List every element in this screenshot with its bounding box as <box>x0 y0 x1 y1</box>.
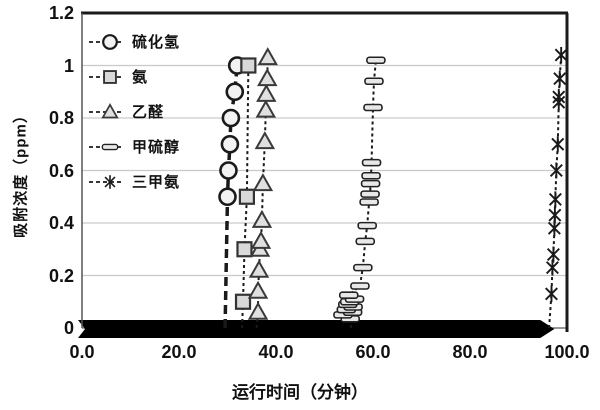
series-硫化氢 <box>218 56 247 329</box>
legend-item-trimethylamine: 三甲氨 <box>88 164 180 199</box>
legend-item-hydrogen-sulfide: 硫化氢 <box>88 24 180 59</box>
circle-marker-icon <box>89 33 123 50</box>
y-tick-label: 0.8 <box>48 108 74 128</box>
legend-label: 甲硫醇 <box>132 139 181 156</box>
x-tick-label: 60.0 <box>355 342 391 362</box>
baseline-band <box>78 320 555 338</box>
series-三甲氨 <box>545 47 568 329</box>
x-tick-label: 80.0 <box>452 342 488 362</box>
y-tick-label: 0.2 <box>48 265 74 286</box>
y-tick-label: 0.6 <box>48 160 74 181</box>
y-tick-label: 1.2 <box>48 3 74 23</box>
asterisk-marker-icon <box>89 174 123 189</box>
legend-marker <box>103 69 117 84</box>
y-tick-label: 0 <box>63 318 74 338</box>
legend-marker <box>104 174 116 189</box>
triangle-marker-icon <box>89 102 123 118</box>
legend-label: 氨 <box>132 69 149 86</box>
square-marker-icon <box>89 69 123 84</box>
x-axis-title: 运行时间（分钟） <box>232 383 368 402</box>
legend-marker <box>102 33 118 50</box>
legend-marker <box>101 102 119 118</box>
y-tick-label: 0.4 <box>48 213 74 233</box>
legend-item-ammonia: 氨 <box>88 59 180 94</box>
legend-item-methyl-mercaptan: 甲硫醇 <box>88 129 180 164</box>
legend-marker <box>101 143 119 150</box>
series-氨 <box>234 57 257 329</box>
y-axis-title: 吸附浓度（ppm） <box>12 107 30 238</box>
legend-label: 三甲氨 <box>132 174 181 191</box>
y-tick-label: 1 <box>63 55 74 76</box>
legend-item-acetaldehyde: 乙醛 <box>88 94 180 129</box>
bar-marker-icon <box>89 143 123 150</box>
series-甲硫醇 <box>333 56 386 329</box>
x-tick-label: 100.0 <box>544 342 590 362</box>
series-乙醛 <box>247 47 278 329</box>
legend-label: 硫化氢 <box>132 34 181 51</box>
x-tick-label: 20.0 <box>161 342 197 362</box>
x-tick-label: 0.0 <box>69 342 95 362</box>
x-tick-label: 40.0 <box>258 342 294 362</box>
legend-label: 乙醛 <box>132 104 165 121</box>
legend: 硫化氢 氨 乙醛 甲硫醇 三甲氨 <box>88 24 180 199</box>
